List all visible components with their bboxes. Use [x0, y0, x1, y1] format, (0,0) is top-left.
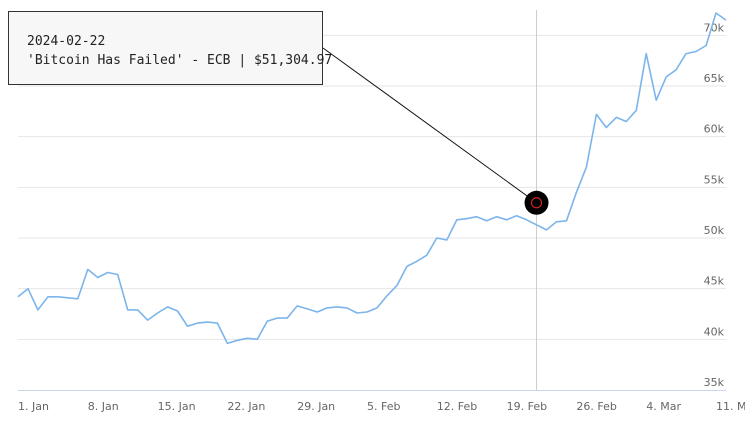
- x-tick-label: 8. Jan: [88, 400, 119, 413]
- x-tick-label: 5. Feb: [367, 400, 400, 413]
- tooltip-label: 'Bitcoin Has Failed' - ECB | $51,304.97: [27, 53, 333, 68]
- x-tick-label: 22. Jan: [227, 400, 265, 413]
- y-tick-label: 45k: [704, 275, 725, 288]
- y-tick-label: 40k: [704, 325, 725, 338]
- tooltip-date: 2024-02-22: [27, 34, 106, 49]
- y-tick-label: 50k: [704, 224, 725, 237]
- x-tick-label: 15. Jan: [158, 400, 196, 413]
- x-tick-label: 29. Jan: [297, 400, 335, 413]
- series-line: [17, 12, 727, 345]
- highlighted-point-marker[interactable]: [524, 190, 549, 215]
- y-tick-label: 65k: [704, 72, 725, 85]
- x-tick-label: 1. Jan: [18, 400, 49, 413]
- y-tick-label: 60k: [704, 123, 725, 136]
- x-tick-label: 11. Mar: [716, 400, 745, 413]
- tooltip-box: 2024-02-22 'Bitcoin Has Failed' - ECB | …: [8, 11, 333, 85]
- tooltip-callout-line: [322, 47, 537, 204]
- y-tick-label: 35k: [704, 376, 725, 389]
- x-tick-label: 26. Feb: [576, 400, 616, 413]
- y-axis-labels: 35k 40k 45k 50k 55k 60k 65k 70k: [704, 21, 725, 389]
- y-tick-label: 55k: [704, 173, 725, 186]
- x-tick-label: 4. Mar: [646, 400, 681, 413]
- x-tick-label: 19. Feb: [507, 400, 547, 413]
- y-tick-label: 70k: [704, 21, 725, 34]
- highlighted-point-center: [530, 197, 543, 209]
- x-axis-labels: 1. Jan 8. Jan 15. Jan 22. Jan 29. Jan 5. Feb 1…: [18, 400, 745, 413]
- x-tick-label: 12. Feb: [437, 400, 477, 413]
